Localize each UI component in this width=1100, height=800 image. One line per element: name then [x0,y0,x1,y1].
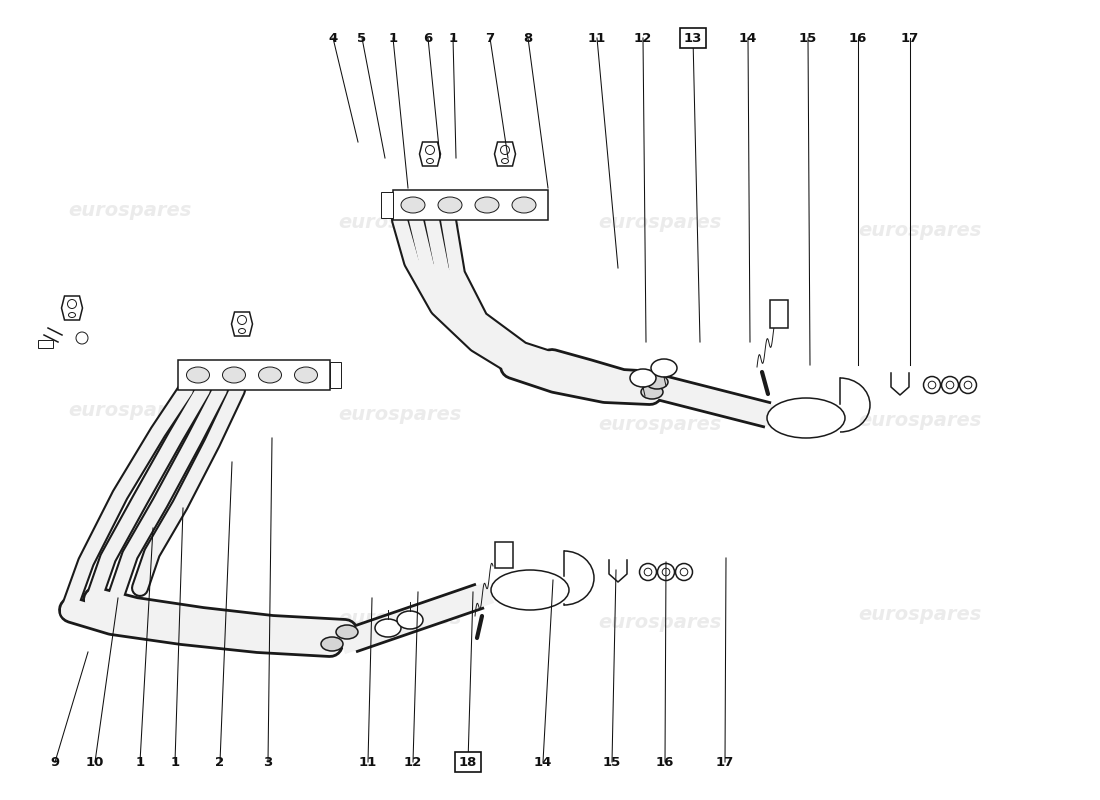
Text: 11: 11 [359,755,377,769]
Bar [178,360,330,390]
Circle shape [675,563,693,581]
Polygon shape [62,296,82,320]
Text: eurospares: eurospares [858,221,981,239]
Ellipse shape [630,369,656,387]
Ellipse shape [427,158,433,163]
Text: 17: 17 [901,31,920,45]
Text: 18: 18 [459,755,477,769]
Ellipse shape [641,385,663,399]
Polygon shape [419,142,440,166]
Ellipse shape [321,637,343,651]
Circle shape [238,315,246,325]
Text: eurospares: eurospares [68,201,191,219]
Ellipse shape [187,367,209,383]
Circle shape [924,377,940,394]
Text: 5: 5 [358,31,366,45]
Text: 12: 12 [404,755,422,769]
Text: 16: 16 [849,31,867,45]
Ellipse shape [258,367,282,383]
Text: eurospares: eurospares [858,606,981,625]
Ellipse shape [438,197,462,213]
Circle shape [500,146,509,154]
Ellipse shape [502,158,508,163]
Text: eurospares: eurospares [68,606,191,625]
Circle shape [928,381,936,389]
Ellipse shape [491,570,569,610]
Circle shape [965,381,971,389]
Text: eurospares: eurospares [598,613,722,631]
Text: 10: 10 [86,755,104,769]
Text: 16: 16 [656,755,674,769]
Text: 1: 1 [135,755,144,769]
Circle shape [658,563,674,581]
Circle shape [662,568,670,576]
Circle shape [67,299,77,309]
Text: 1: 1 [388,31,397,45]
Circle shape [942,377,958,394]
Text: 3: 3 [263,755,273,769]
Bar [495,542,513,568]
Ellipse shape [336,625,358,639]
Ellipse shape [512,197,536,213]
Circle shape [946,381,954,389]
Text: 1: 1 [170,755,179,769]
Text: 14: 14 [739,31,757,45]
Text: eurospares: eurospares [858,410,981,430]
Ellipse shape [397,611,424,629]
Text: eurospares: eurospares [339,609,462,627]
Text: 1: 1 [449,31,458,45]
Bar [330,362,341,388]
Bar [770,300,788,328]
Text: eurospares: eurospares [339,406,462,425]
Circle shape [76,332,88,344]
Text: eurospares: eurospares [598,415,722,434]
Bar [393,190,548,220]
Text: eurospares: eurospares [68,401,191,419]
Text: 11: 11 [587,31,606,45]
Ellipse shape [475,197,499,213]
Ellipse shape [295,367,318,383]
Circle shape [959,377,977,394]
Text: 14: 14 [534,755,552,769]
Text: 15: 15 [603,755,622,769]
Polygon shape [231,312,253,336]
Ellipse shape [375,619,402,637]
Ellipse shape [402,197,425,213]
Text: 2: 2 [216,755,224,769]
Text: eurospares: eurospares [339,213,462,231]
Text: 17: 17 [716,755,734,769]
Ellipse shape [651,359,676,377]
Ellipse shape [239,329,245,334]
Text: 9: 9 [51,755,59,769]
Ellipse shape [222,367,245,383]
Ellipse shape [767,398,845,438]
Text: 6: 6 [424,31,432,45]
Text: 8: 8 [524,31,532,45]
Circle shape [426,146,434,154]
Text: 4: 4 [329,31,338,45]
Bar [39,340,53,348]
Polygon shape [495,142,516,166]
Ellipse shape [68,313,76,318]
Ellipse shape [646,375,668,389]
Text: 13: 13 [684,31,702,45]
Text: 7: 7 [485,31,495,45]
Circle shape [639,563,657,581]
Text: eurospares: eurospares [598,213,722,231]
Bar [381,192,393,218]
Circle shape [680,568,688,576]
Circle shape [645,568,652,576]
Text: 12: 12 [634,31,652,45]
Text: 15: 15 [799,31,817,45]
